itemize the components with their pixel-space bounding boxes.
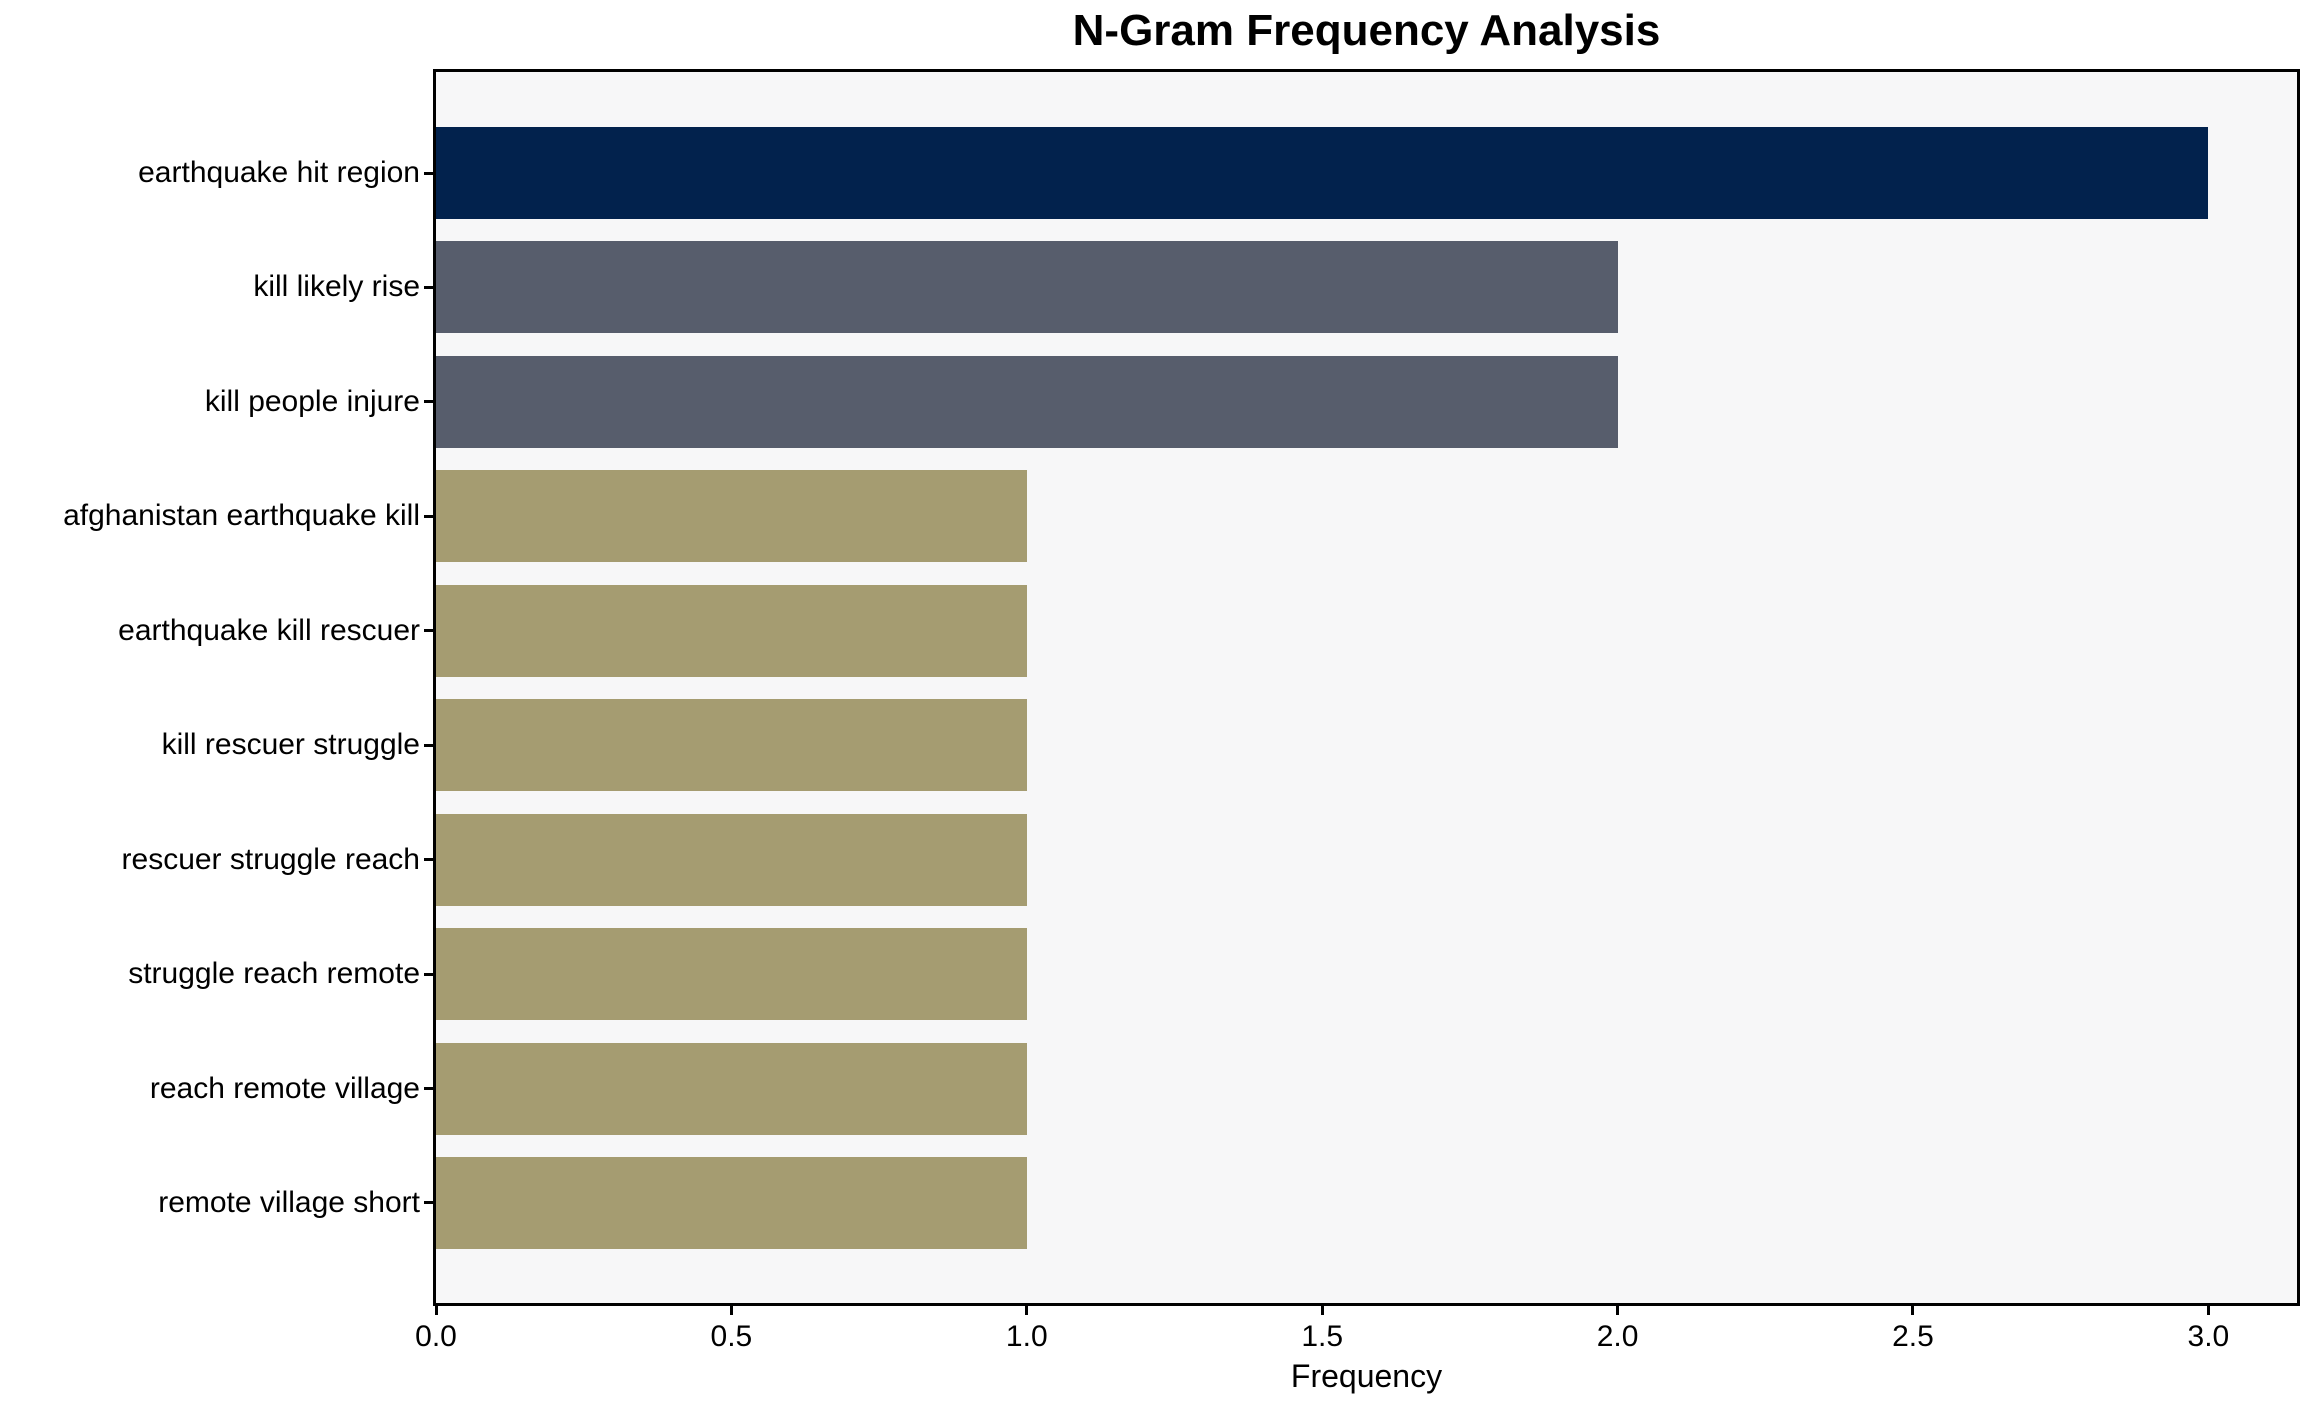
- bar: [436, 127, 2209, 219]
- y-tick-label: earthquake kill rescuer: [118, 613, 420, 647]
- y-tick-label: remote village short: [158, 1185, 420, 1219]
- y-tick-mark: [424, 1201, 436, 1205]
- x-tick-label: 0.5: [710, 1320, 753, 1353]
- plot-area: [436, 72, 2297, 1303]
- y-tick-label: struggle reach remote: [128, 957, 420, 991]
- x-tick-mark: [1025, 1303, 1029, 1315]
- x-tick-label: 1.0: [1005, 1320, 1048, 1353]
- chart-title: N-Gram Frequency Analysis: [1072, 6, 1661, 55]
- x-axis-title: Frequency: [1290, 1358, 1443, 1394]
- bar: [436, 1042, 1027, 1135]
- x-tick-label: 1.5: [1301, 1320, 1344, 1353]
- y-tick-mark: [424, 171, 436, 175]
- x-tick-mark: [434, 1303, 438, 1315]
- bar: [436, 241, 1618, 334]
- y-tick-label: kill people injure: [204, 384, 420, 418]
- bar: [436, 813, 1027, 906]
- bar: [436, 584, 1027, 677]
- x-tick-label: 0.0: [415, 1320, 457, 1353]
- y-tick-mark: [424, 400, 436, 404]
- bar: [436, 928, 1027, 1021]
- x-tick-mark: [1911, 1303, 1915, 1315]
- bar: [436, 699, 1027, 792]
- y-tick-mark: [424, 514, 436, 518]
- x-tick-label: 3.0: [2187, 1320, 2230, 1353]
- bar: [436, 470, 1027, 563]
- y-tick-label: kill rescuer struggle: [161, 728, 420, 762]
- x-tick-mark: [729, 1303, 733, 1315]
- y-tick-mark: [424, 629, 436, 633]
- x-tick-label: 2.5: [1892, 1320, 1934, 1353]
- x-tick-label: 2.0: [1596, 1320, 1639, 1353]
- x-tick-mark: [1320, 1303, 1324, 1315]
- y-tick-mark: [424, 743, 436, 747]
- y-tick-label: rescuer struggle reach: [121, 842, 420, 876]
- y-tick-label: kill likely rise: [253, 270, 420, 304]
- y-tick-label: reach remote village: [149, 1071, 420, 1105]
- y-tick-mark: [424, 1087, 436, 1091]
- y-tick-mark: [424, 285, 436, 289]
- x-tick-mark: [1616, 1303, 1620, 1315]
- x-tick-mark: [2206, 1303, 2210, 1315]
- y-tick-label: afghanistan earthquake kill: [63, 499, 420, 533]
- bar: [436, 355, 1618, 448]
- y-tick-label: earthquake hit region: [138, 156, 420, 189]
- y-tick-mark: [424, 858, 436, 862]
- bar: [436, 1156, 1027, 1249]
- y-tick-mark: [424, 972, 436, 976]
